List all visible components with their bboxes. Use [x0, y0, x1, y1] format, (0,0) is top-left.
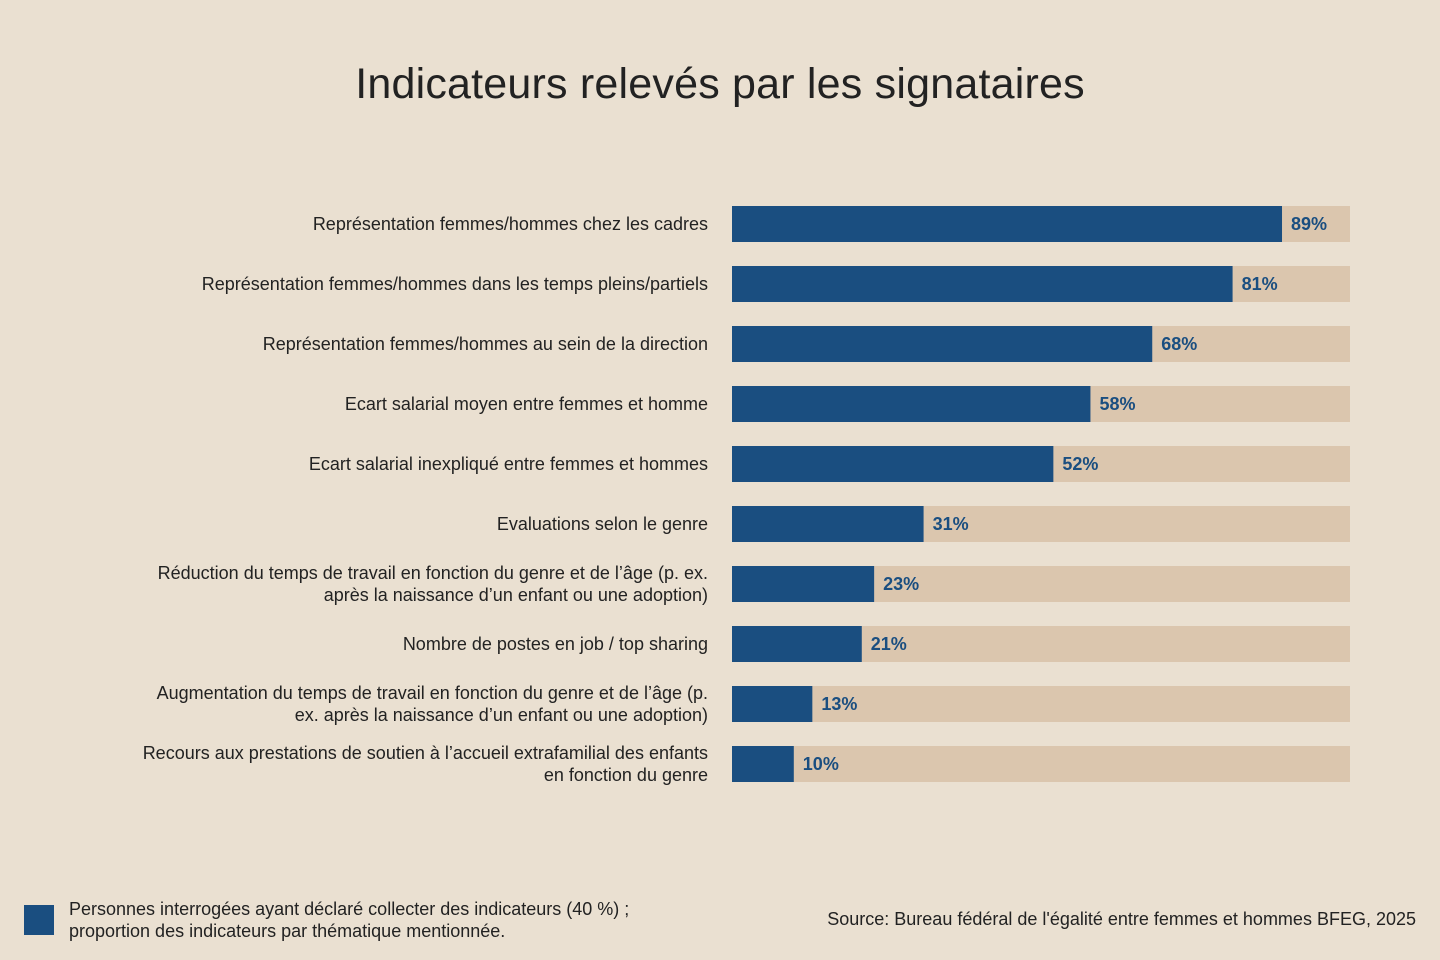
category-label-4: Ecart salarial inexpliqué entre femmes e… — [309, 454, 708, 474]
category-label-0: Représentation femmes/hommes chez les ca… — [313, 214, 708, 234]
value-label-0: 89% — [1291, 214, 1327, 234]
bar-2 — [732, 326, 1153, 362]
category-label-3: Ecart salarial moyen entre femmes et hom… — [345, 394, 708, 414]
bar-7 — [732, 626, 862, 662]
value-label-8: 13% — [821, 694, 857, 714]
value-label-1: 81% — [1242, 274, 1278, 294]
category-label-6: Réduction du temps de travail en fonctio… — [158, 563, 708, 605]
value-label-6: 23% — [883, 574, 919, 594]
category-label-1: Représentation femmes/hommes dans les te… — [202, 274, 708, 294]
bar-track-8 — [732, 686, 1350, 722]
value-label-7: 21% — [871, 634, 907, 654]
bar-1 — [732, 266, 1233, 302]
bar-6 — [732, 566, 875, 602]
category-label-7: Nombre de postes en job / top sharing — [403, 634, 708, 654]
value-label-5: 31% — [933, 514, 969, 534]
bar-4 — [732, 446, 1054, 482]
legend-text: Personnes interrogées ayant déclaré coll… — [69, 899, 630, 941]
category-label-8: Augmentation du temps de travail en fonc… — [157, 683, 708, 725]
legend: Personnes interrogées ayant déclaré coll… — [24, 898, 629, 942]
source-note: Source: Bureau fédéral de l'égalité entr… — [827, 909, 1416, 929]
value-label-3: 58% — [1099, 394, 1135, 414]
chart-title: Indicateurs relevés par les signataires — [355, 60, 1085, 108]
bar-9 — [732, 746, 794, 782]
category-label-2: Représentation femmes/hommes au sein de … — [263, 334, 708, 354]
value-label-9: 10% — [803, 754, 839, 774]
bar-5 — [732, 506, 924, 542]
bar-8 — [732, 686, 813, 722]
bar-3 — [732, 386, 1091, 422]
category-label-9: Recours aux prestations de soutien à l’a… — [143, 743, 708, 785]
value-label-4: 52% — [1062, 454, 1098, 474]
bar-0 — [732, 206, 1283, 242]
legend-swatch — [24, 905, 54, 935]
value-label-2: 68% — [1161, 334, 1197, 354]
category-label-5: Evaluations selon le genre — [497, 514, 708, 534]
bar-track-9 — [732, 746, 1350, 782]
